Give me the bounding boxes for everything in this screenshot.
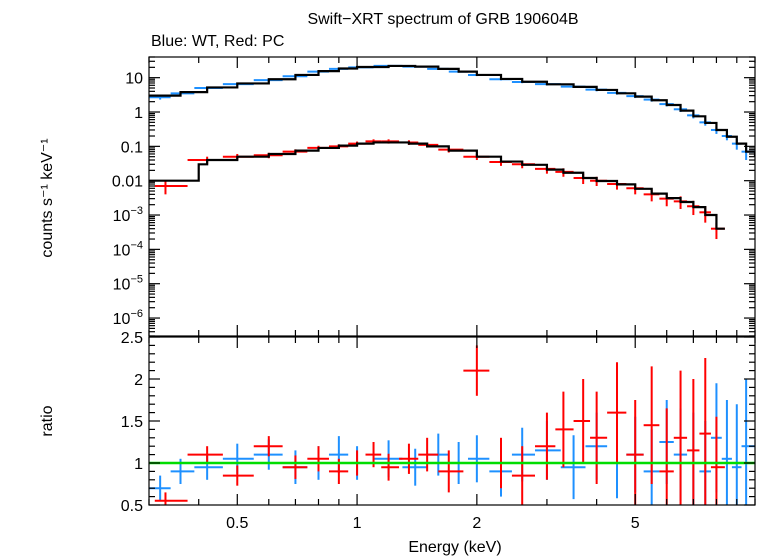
ratio-wt-point	[721, 400, 732, 505]
spectrum-plot-area	[149, 64, 755, 240]
x-axis-label: Energy (keV)	[408, 539, 501, 556]
ratio-pc-point	[687, 379, 700, 505]
spectrum-model-line-2	[149, 64, 755, 157]
ratio-wt-point	[467, 435, 490, 483]
ratio-frame	[148, 336, 756, 506]
ratio-y-axis-label: ratio	[39, 405, 56, 436]
ratio-pc-point	[399, 443, 419, 474]
ratio-pc-point	[659, 408, 674, 505]
ratio-pc-point	[590, 391, 608, 484]
x-tick-label: 1	[353, 515, 362, 532]
ratio-pc-point	[535, 412, 556, 480]
ratio-wt-point	[194, 454, 223, 480]
ratio-pc-point	[710, 416, 725, 505]
ratio-plot-area	[149, 345, 755, 505]
ratio-pc-point	[438, 450, 464, 493]
spectrum-y-tick-label: 10−3	[113, 205, 143, 225]
ratio-pc-point	[381, 453, 400, 481]
chart-subtitle: Blue: WT, Red: PC	[151, 33, 284, 50]
ratio-pc-point	[573, 379, 591, 463]
ratio-panel: 0.5 1 1.5 2 2.5	[121, 330, 756, 515]
spectrum-y-tick-label: 1	[134, 105, 143, 122]
ratio-y-tick-label: 2.5	[121, 330, 143, 347]
ratio-pc-point	[463, 345, 490, 396]
ratio-pc-point	[282, 455, 308, 479]
ratio-y-tick-label: 0.5	[121, 498, 143, 515]
ratio-pc-point	[699, 358, 711, 505]
ratio-y-tick-label: 1	[134, 456, 143, 473]
spectrum-y-tick-label: 10	[125, 71, 143, 88]
spectrum-panel: 10 1 0.1 0.01 10−3 10−4 10−5 10−6	[112, 56, 756, 337]
x-tick-label: 5	[631, 515, 640, 532]
ratio-wt-point	[402, 448, 428, 486]
spectrum-y-tick-label: 10−5	[113, 274, 143, 294]
ratio-pc-point	[673, 370, 688, 505]
ratio-wt-point	[511, 427, 536, 482]
spectrum-y-tick-label: 0.01	[112, 174, 143, 191]
ratio-pc-point	[555, 391, 574, 468]
ratio-pc-point	[643, 366, 660, 484]
ratio-pc-point	[222, 465, 254, 486]
spectrum-model-line-3	[149, 141, 725, 230]
ratio-pc-point	[307, 446, 329, 472]
ratio-wt-point	[222, 443, 254, 474]
ratio-y-tick-label: 1.5	[121, 414, 143, 431]
chart-title: Swift−XRT spectrum of GRB 190604B	[307, 11, 578, 28]
ratio-pc-point	[511, 446, 536, 505]
ratio-pc-point	[187, 446, 223, 463]
spectrum-y-tick-label: 10−6	[113, 308, 143, 328]
spectrum-pc-point	[154, 180, 188, 195]
spectrum-y-axis-label: counts s⁻¹ keV⁻¹	[39, 138, 56, 257]
spectrum-y-tick-label: 10−4	[113, 239, 143, 259]
ratio-wt-point	[560, 435, 586, 500]
ratio-pc-point	[253, 436, 283, 457]
ratio-pc-point	[607, 362, 627, 463]
x-tick-label: 2	[472, 515, 481, 532]
spectrum-pc-point	[710, 222, 725, 240]
ratio-y-tick-label: 2	[134, 372, 143, 389]
ratio-pc-point	[418, 437, 439, 472]
spectrum-y-tick-label: 0.1	[121, 139, 143, 156]
x-tick-label: 0.5	[226, 515, 248, 532]
ratio-pc-point	[626, 400, 644, 505]
ratio-pc-point	[154, 492, 188, 505]
spectrum-frame	[148, 56, 756, 337]
